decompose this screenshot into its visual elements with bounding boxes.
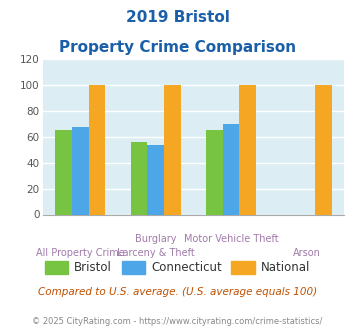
Text: Larceny & Theft: Larceny & Theft: [117, 248, 195, 258]
Bar: [315, 85, 332, 214]
Text: Arson: Arson: [293, 248, 321, 258]
Bar: [240, 85, 256, 214]
Text: Burglary: Burglary: [135, 234, 176, 244]
Text: All Property Crime: All Property Crime: [36, 248, 125, 258]
Bar: [206, 130, 223, 214]
Text: © 2025 CityRating.com - https://www.cityrating.com/crime-statistics/: © 2025 CityRating.com - https://www.city…: [32, 317, 323, 326]
Bar: [89, 85, 105, 214]
Bar: [131, 142, 147, 214]
Bar: [55, 130, 72, 214]
Text: Property Crime Comparison: Property Crime Comparison: [59, 40, 296, 54]
Text: Motor Vehicle Theft: Motor Vehicle Theft: [184, 234, 279, 244]
Bar: [223, 124, 240, 214]
Legend: Bristol, Connecticut, National: Bristol, Connecticut, National: [40, 257, 315, 279]
Bar: [72, 127, 89, 214]
Bar: [164, 85, 181, 214]
Bar: [147, 145, 164, 214]
Text: Compared to U.S. average. (U.S. average equals 100): Compared to U.S. average. (U.S. average …: [38, 287, 317, 297]
Text: 2019 Bristol: 2019 Bristol: [126, 10, 229, 25]
